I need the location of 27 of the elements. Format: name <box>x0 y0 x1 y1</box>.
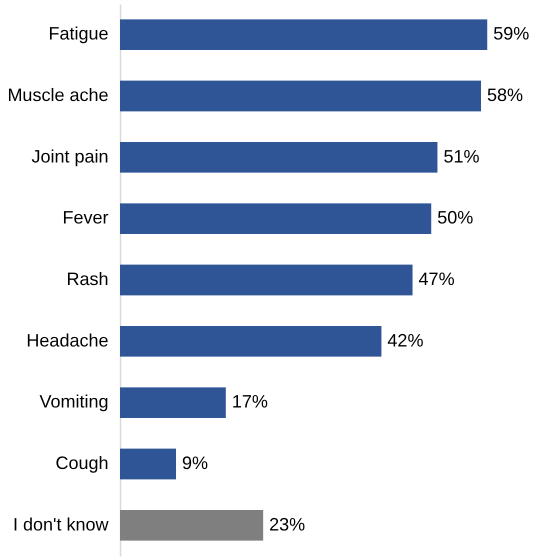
data-label: 47% <box>418 269 455 289</box>
y-tick-label: Fever <box>62 208 108 228</box>
y-tick-label: Headache <box>26 330 108 350</box>
y-tick-label: Vomiting <box>39 392 108 412</box>
data-label: 59% <box>493 24 530 44</box>
bar <box>120 203 432 234</box>
bar <box>120 80 482 112</box>
bar <box>120 19 488 50</box>
data-label: 17% <box>232 392 268 412</box>
data-label: 9% <box>182 453 208 473</box>
y-tick-label: Joint pain <box>31 146 108 166</box>
data-label: 50% <box>437 208 474 228</box>
data-label: 42% <box>387 330 424 350</box>
data-label: 58% <box>487 85 524 105</box>
bar <box>120 142 438 173</box>
data-label: 51% <box>443 146 480 166</box>
y-tick-label: Rash <box>66 269 108 289</box>
bar <box>120 326 382 357</box>
bar <box>120 510 264 541</box>
y-tick-label: I don't know <box>13 514 110 534</box>
y-tick-label: Fatigue <box>48 24 108 44</box>
bar <box>120 387 226 418</box>
y-tick-label: Muscle ache <box>7 85 108 105</box>
y-tick-label: Cough <box>55 453 108 473</box>
bar <box>120 264 413 296</box>
bar <box>120 448 176 480</box>
data-label: 23% <box>269 514 306 534</box>
